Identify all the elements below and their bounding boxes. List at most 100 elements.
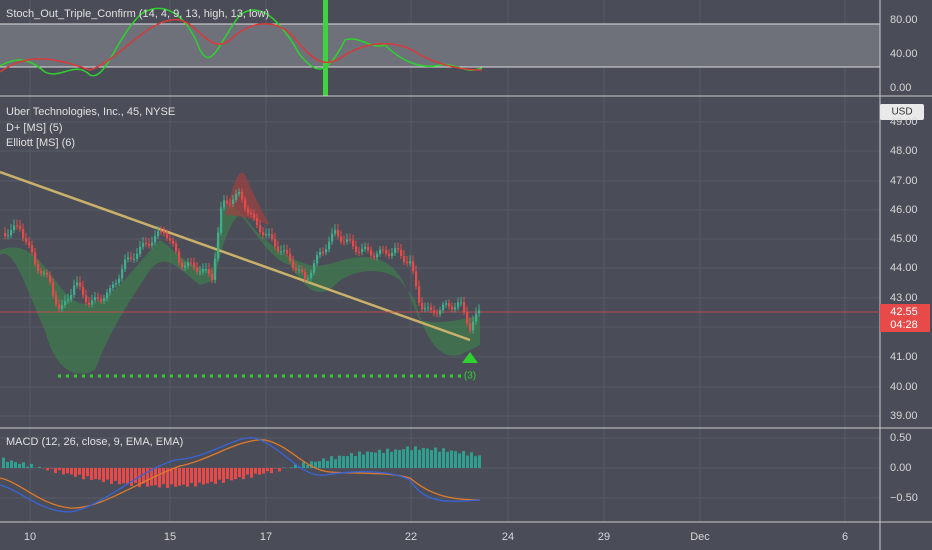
histogram-bar (342, 456, 345, 468)
histogram-bar (162, 468, 165, 485)
time-label: 29 (598, 531, 610, 543)
symbol-title: Uber Technologies, Inc., 45, NYSE (6, 106, 175, 118)
histogram-bar (86, 468, 89, 477)
candle-body (100, 298, 103, 301)
candle-body (103, 298, 106, 301)
candle-body (286, 250, 289, 254)
last-price-box (880, 304, 930, 332)
countdown: 04:28 (890, 319, 918, 331)
indicator-title: Stoch_Out_Triple_Confirm (14, 4, 9, 13, … (6, 8, 269, 20)
candle-body (328, 241, 331, 250)
histogram-bar (266, 468, 269, 472)
candle-body (406, 261, 409, 264)
histogram-bar (150, 468, 153, 486)
candle-body (469, 323, 472, 331)
candle-body (133, 258, 136, 260)
axis-label: 47.00 (890, 175, 918, 187)
histogram-bar (54, 468, 57, 474)
candle-body (322, 252, 325, 254)
histogram-bar (166, 468, 169, 488)
candle-body (97, 297, 100, 299)
candle-body (403, 255, 406, 262)
histogram-bar (270, 468, 273, 474)
candle-body (370, 250, 373, 256)
histogram-bar (366, 451, 369, 468)
candle-body (193, 262, 196, 268)
candle-body (313, 263, 316, 273)
histogram-bar (402, 449, 405, 468)
candle-body (382, 249, 385, 251)
candle-body (121, 269, 124, 279)
wave-label: (3) (464, 371, 476, 382)
candle-body (94, 297, 97, 301)
histogram-bar (466, 455, 469, 468)
axis-label: 39.00 (890, 410, 918, 422)
candle-body (127, 257, 130, 260)
axis-label: 41.00 (890, 351, 918, 363)
indicator-legend: D+ [MS] (5) (6, 122, 63, 134)
candle-body (217, 232, 220, 259)
candle-body (106, 292, 109, 299)
candle-body (430, 307, 433, 310)
candle-body (451, 306, 454, 310)
histogram-bar (222, 468, 225, 483)
candle-body (394, 248, 397, 253)
axis-label: 0.00 (890, 462, 911, 474)
histogram-bar (182, 468, 185, 485)
candle-body (277, 246, 280, 252)
histogram-bar (470, 452, 473, 468)
candle-body (226, 200, 229, 204)
candle-body (76, 282, 79, 286)
candle-body (442, 304, 445, 311)
time-label: 15 (164, 531, 176, 543)
histogram-bar (74, 468, 77, 477)
candle-body (397, 248, 400, 250)
candle-body (376, 253, 379, 258)
histogram-bar (242, 468, 245, 480)
histogram-bar (338, 455, 341, 468)
candle-body (178, 251, 181, 263)
macd-title: MACD (12, 26, close, 9, EMA, EMA) (6, 436, 183, 448)
candle-body (295, 267, 298, 271)
candle-body (307, 278, 310, 280)
histogram-bar (306, 464, 309, 468)
axis-label: −0.50 (890, 492, 918, 504)
histogram-bar (158, 468, 161, 488)
histogram-bar (322, 458, 325, 468)
time-label: 17 (260, 531, 272, 543)
histogram-bar (314, 461, 317, 468)
candle-body (190, 262, 193, 264)
candle-body (34, 252, 37, 264)
candle-body (400, 249, 403, 256)
candle-body (346, 239, 349, 242)
candle-body (454, 307, 457, 310)
candle-body (220, 207, 223, 233)
candle-body (169, 238, 172, 241)
candle-body (280, 251, 283, 253)
histogram-bar (230, 468, 233, 481)
candle-body (466, 312, 469, 324)
axis-label: 45.00 (890, 233, 918, 245)
candle-body (142, 243, 145, 247)
histogram-bar (210, 468, 213, 482)
histogram-bar (138, 468, 141, 488)
histogram-bar (94, 468, 97, 480)
candle-body (379, 249, 382, 254)
histogram-bar (146, 468, 149, 487)
histogram-bar (126, 468, 129, 484)
histogram-bar (78, 468, 81, 475)
candle-body (49, 275, 52, 283)
candle-body (67, 299, 70, 301)
histogram-bar (170, 468, 173, 485)
candle-body (349, 239, 352, 241)
histogram-bar (202, 468, 205, 485)
histogram-bar (446, 451, 449, 468)
candle-body (211, 273, 214, 281)
candle-body (316, 255, 319, 264)
candle-body (163, 231, 166, 234)
candle-body (262, 232, 265, 236)
candle-body (439, 310, 442, 315)
time-label: 10 (24, 531, 36, 543)
candle-body (424, 308, 427, 310)
grid (0, 0, 880, 522)
